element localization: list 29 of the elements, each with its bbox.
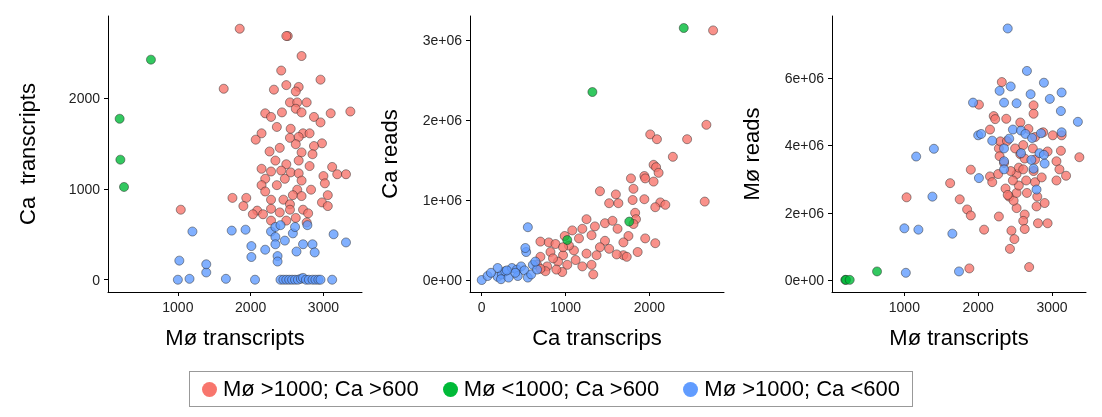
y-tick-label: 0e+00 [784, 272, 825, 289]
y-tick-label: 0 [92, 271, 101, 288]
y-tick-label: 1e+06 [422, 192, 463, 208]
y-tick-label: 2e+06 [422, 112, 463, 128]
legend-label: Mø <1000; Ca >600 [463, 376, 660, 402]
y-tick-label: 0e+00 [422, 272, 463, 288]
y-axis-title: Mø reads [738, 107, 764, 201]
x-axis-title: Ca transcrips [532, 324, 662, 350]
y-axis-title: Ca transcripts [14, 83, 40, 225]
x-axis-title: Mø transcripts [889, 324, 1029, 350]
x-tick-label: 1000 [162, 299, 194, 315]
x-tick-label: 2000 [235, 299, 267, 315]
y-tick-label: 3e+06 [422, 32, 463, 48]
x-tick-label: 3000 [1036, 299, 1068, 315]
x-tick-label: 3000 [307, 299, 340, 315]
x-tick-label: 1000 [549, 299, 582, 315]
y-axis-title: Ca reads [376, 109, 402, 199]
x-tick-label: 2000 [633, 299, 666, 315]
x-tick-label: 1000 [888, 299, 921, 315]
y-tick-label: 2000 [68, 89, 101, 106]
y-tick-label: 4e+06 [784, 137, 825, 154]
y-tick-label: 6e+06 [784, 70, 825, 87]
legend-label: Mø >1000; Ca >600 [222, 376, 419, 402]
x-axis-title: Mø transcripts [165, 324, 305, 350]
y-tick-label: 1000 [68, 180, 101, 197]
y-tick-label: 2e+06 [784, 204, 825, 221]
legend-label: Mø >1000; Ca <600 [704, 376, 901, 402]
x-tick-label: 0 [477, 299, 486, 315]
x-tick-label: 2000 [962, 299, 994, 315]
